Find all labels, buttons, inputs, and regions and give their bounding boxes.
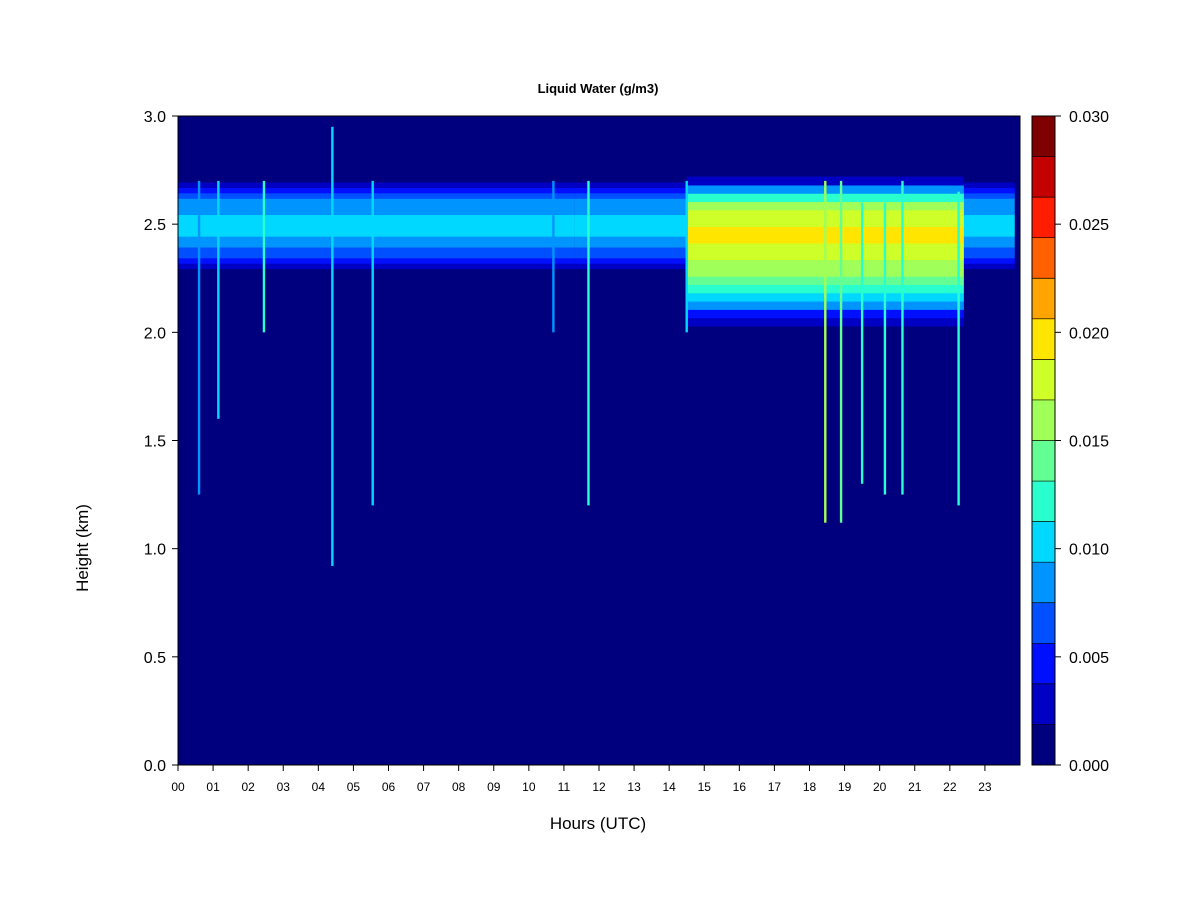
x-tick-label: 18 bbox=[803, 780, 817, 794]
heatmap-streak bbox=[262, 180, 266, 333]
x-tick-label: 15 bbox=[698, 780, 712, 794]
heatmap-streak bbox=[587, 180, 590, 506]
x-axis: 00 01 02 03 04 05 06 07 08 09 10 11 12 13 14 15 16 17 18 19… bbox=[171, 765, 992, 794]
colorbar-swatch bbox=[1032, 318, 1055, 360]
y-tick-label: 0.5 bbox=[144, 650, 166, 667]
colorbar-tick-label: 0.000 bbox=[1069, 758, 1109, 775]
y-tick-label: 0.0 bbox=[144, 758, 166, 775]
x-tick-label: 01 bbox=[206, 780, 220, 794]
x-tick-label: 11 bbox=[558, 780, 571, 794]
x-tick-label: 00 bbox=[171, 780, 185, 794]
cloud-layer-band bbox=[178, 257, 575, 264]
heatmap-streak bbox=[901, 180, 904, 495]
y-tick-label: 2.0 bbox=[144, 325, 166, 342]
cloud-layer-0 bbox=[178, 176, 575, 275]
colorbar-swatch bbox=[1032, 440, 1055, 482]
cloud-layer-band bbox=[178, 236, 575, 243]
plot-area bbox=[178, 116, 1020, 765]
colorbar-tick-label: 0.020 bbox=[1069, 325, 1109, 342]
colorbar-swatch bbox=[1032, 683, 1055, 725]
heatmap-streak bbox=[217, 180, 220, 419]
colorbar-swatch bbox=[1032, 237, 1055, 279]
x-tick-label: 05 bbox=[347, 780, 361, 794]
x-tick-label: 23 bbox=[978, 780, 992, 794]
x-tick-label: 22 bbox=[943, 780, 957, 794]
colorbar-swatch bbox=[1032, 602, 1055, 644]
colorbar-swatch bbox=[1032, 521, 1055, 563]
colorbar-swatch bbox=[1032, 399, 1055, 441]
cloud-layer-band bbox=[178, 246, 575, 253]
x-tick-label: 10 bbox=[522, 780, 536, 794]
colorbar-swatch bbox=[1032, 156, 1055, 198]
chart-title: Liquid Water (g/m3) bbox=[538, 81, 659, 96]
heatmap-streak bbox=[371, 180, 374, 506]
heatmap-streak bbox=[685, 180, 688, 333]
y-tick-label: 1.0 bbox=[144, 542, 166, 559]
cloud-layer-band bbox=[178, 268, 575, 275]
cloud-layer-band bbox=[178, 209, 575, 216]
x-tick-label: 16 bbox=[733, 780, 747, 794]
heatmap-streak bbox=[824, 180, 827, 523]
cloud-layer-band bbox=[178, 241, 575, 248]
x-tick-label: 21 bbox=[908, 780, 922, 794]
colorbar-tick-label: 0.005 bbox=[1069, 650, 1109, 667]
cloud-layer-band bbox=[178, 214, 575, 221]
cloud-layer-band bbox=[178, 263, 575, 270]
heatmap-streak bbox=[860, 202, 864, 484]
x-tick-label: 17 bbox=[768, 780, 782, 794]
y-tick-label: 2.5 bbox=[144, 217, 166, 234]
colorbar-tick-label: 0.010 bbox=[1069, 542, 1109, 559]
y-tick-label: 1.5 bbox=[144, 434, 166, 451]
colorbar-swatch bbox=[1032, 724, 1055, 766]
heatmap-streak bbox=[331, 126, 334, 566]
cloud-layer-band bbox=[178, 198, 575, 205]
x-tick-label: 03 bbox=[277, 780, 291, 794]
cloud-layer-band bbox=[178, 203, 575, 210]
heatmap-streak bbox=[839, 180, 843, 523]
heatmap-streak bbox=[883, 202, 887, 495]
x-tick-label: 08 bbox=[452, 780, 466, 794]
x-tick-label: 13 bbox=[627, 780, 641, 794]
heatmap-streak bbox=[957, 191, 960, 506]
colorbar: 0.000 0.005 0.010 0.015 0.020 0.025 0.030 bbox=[1031, 109, 1109, 775]
heatmap-streak bbox=[197, 180, 201, 495]
colorbar-swatch bbox=[1032, 643, 1055, 685]
heatmap-streak bbox=[552, 180, 555, 333]
x-tick-label: 07 bbox=[417, 780, 431, 794]
cloud-layer-band bbox=[178, 192, 575, 199]
x-tick-label: 20 bbox=[873, 780, 887, 794]
y-tick-label: 3.0 bbox=[144, 109, 166, 126]
x-tick-label: 02 bbox=[241, 780, 255, 794]
cloud-layer-band bbox=[178, 181, 575, 188]
colorbar-swatch bbox=[1032, 116, 1055, 157]
colorbar-swatch bbox=[1032, 197, 1055, 239]
x-tick-label: 19 bbox=[838, 780, 852, 794]
colorbar-swatch bbox=[1032, 562, 1055, 604]
x-tick-label: 14 bbox=[662, 780, 676, 794]
colorbar-tick-label: 0.015 bbox=[1069, 434, 1109, 451]
colorbar-swatch bbox=[1032, 481, 1055, 523]
cloud-layer-band bbox=[178, 252, 575, 259]
x-tick-label: 04 bbox=[312, 780, 326, 794]
cloud-layer-band bbox=[178, 230, 575, 237]
cloud-layer-band bbox=[178, 176, 575, 183]
x-tick-label: 12 bbox=[592, 780, 606, 794]
x-axis-label: Hours (UTC) bbox=[550, 814, 646, 833]
colorbar-swatch bbox=[1032, 359, 1055, 401]
cloud-layer-band bbox=[178, 219, 575, 226]
colorbar-tick-label: 0.025 bbox=[1069, 217, 1109, 234]
y-axis-label: Height (km) bbox=[73, 504, 92, 592]
y-axis: 0.0 0.5 1.0 1.5 2.0 2.5 3.0 bbox=[144, 109, 178, 775]
streaks bbox=[197, 126, 960, 566]
cloud-layer-band bbox=[178, 225, 575, 232]
cloud-layer-band bbox=[178, 187, 575, 194]
colorbar-swatch bbox=[1032, 278, 1055, 320]
x-tick-label: 09 bbox=[487, 780, 501, 794]
colorbar-tick-label: 0.030 bbox=[1069, 109, 1109, 126]
x-tick-label: 06 bbox=[382, 780, 396, 794]
